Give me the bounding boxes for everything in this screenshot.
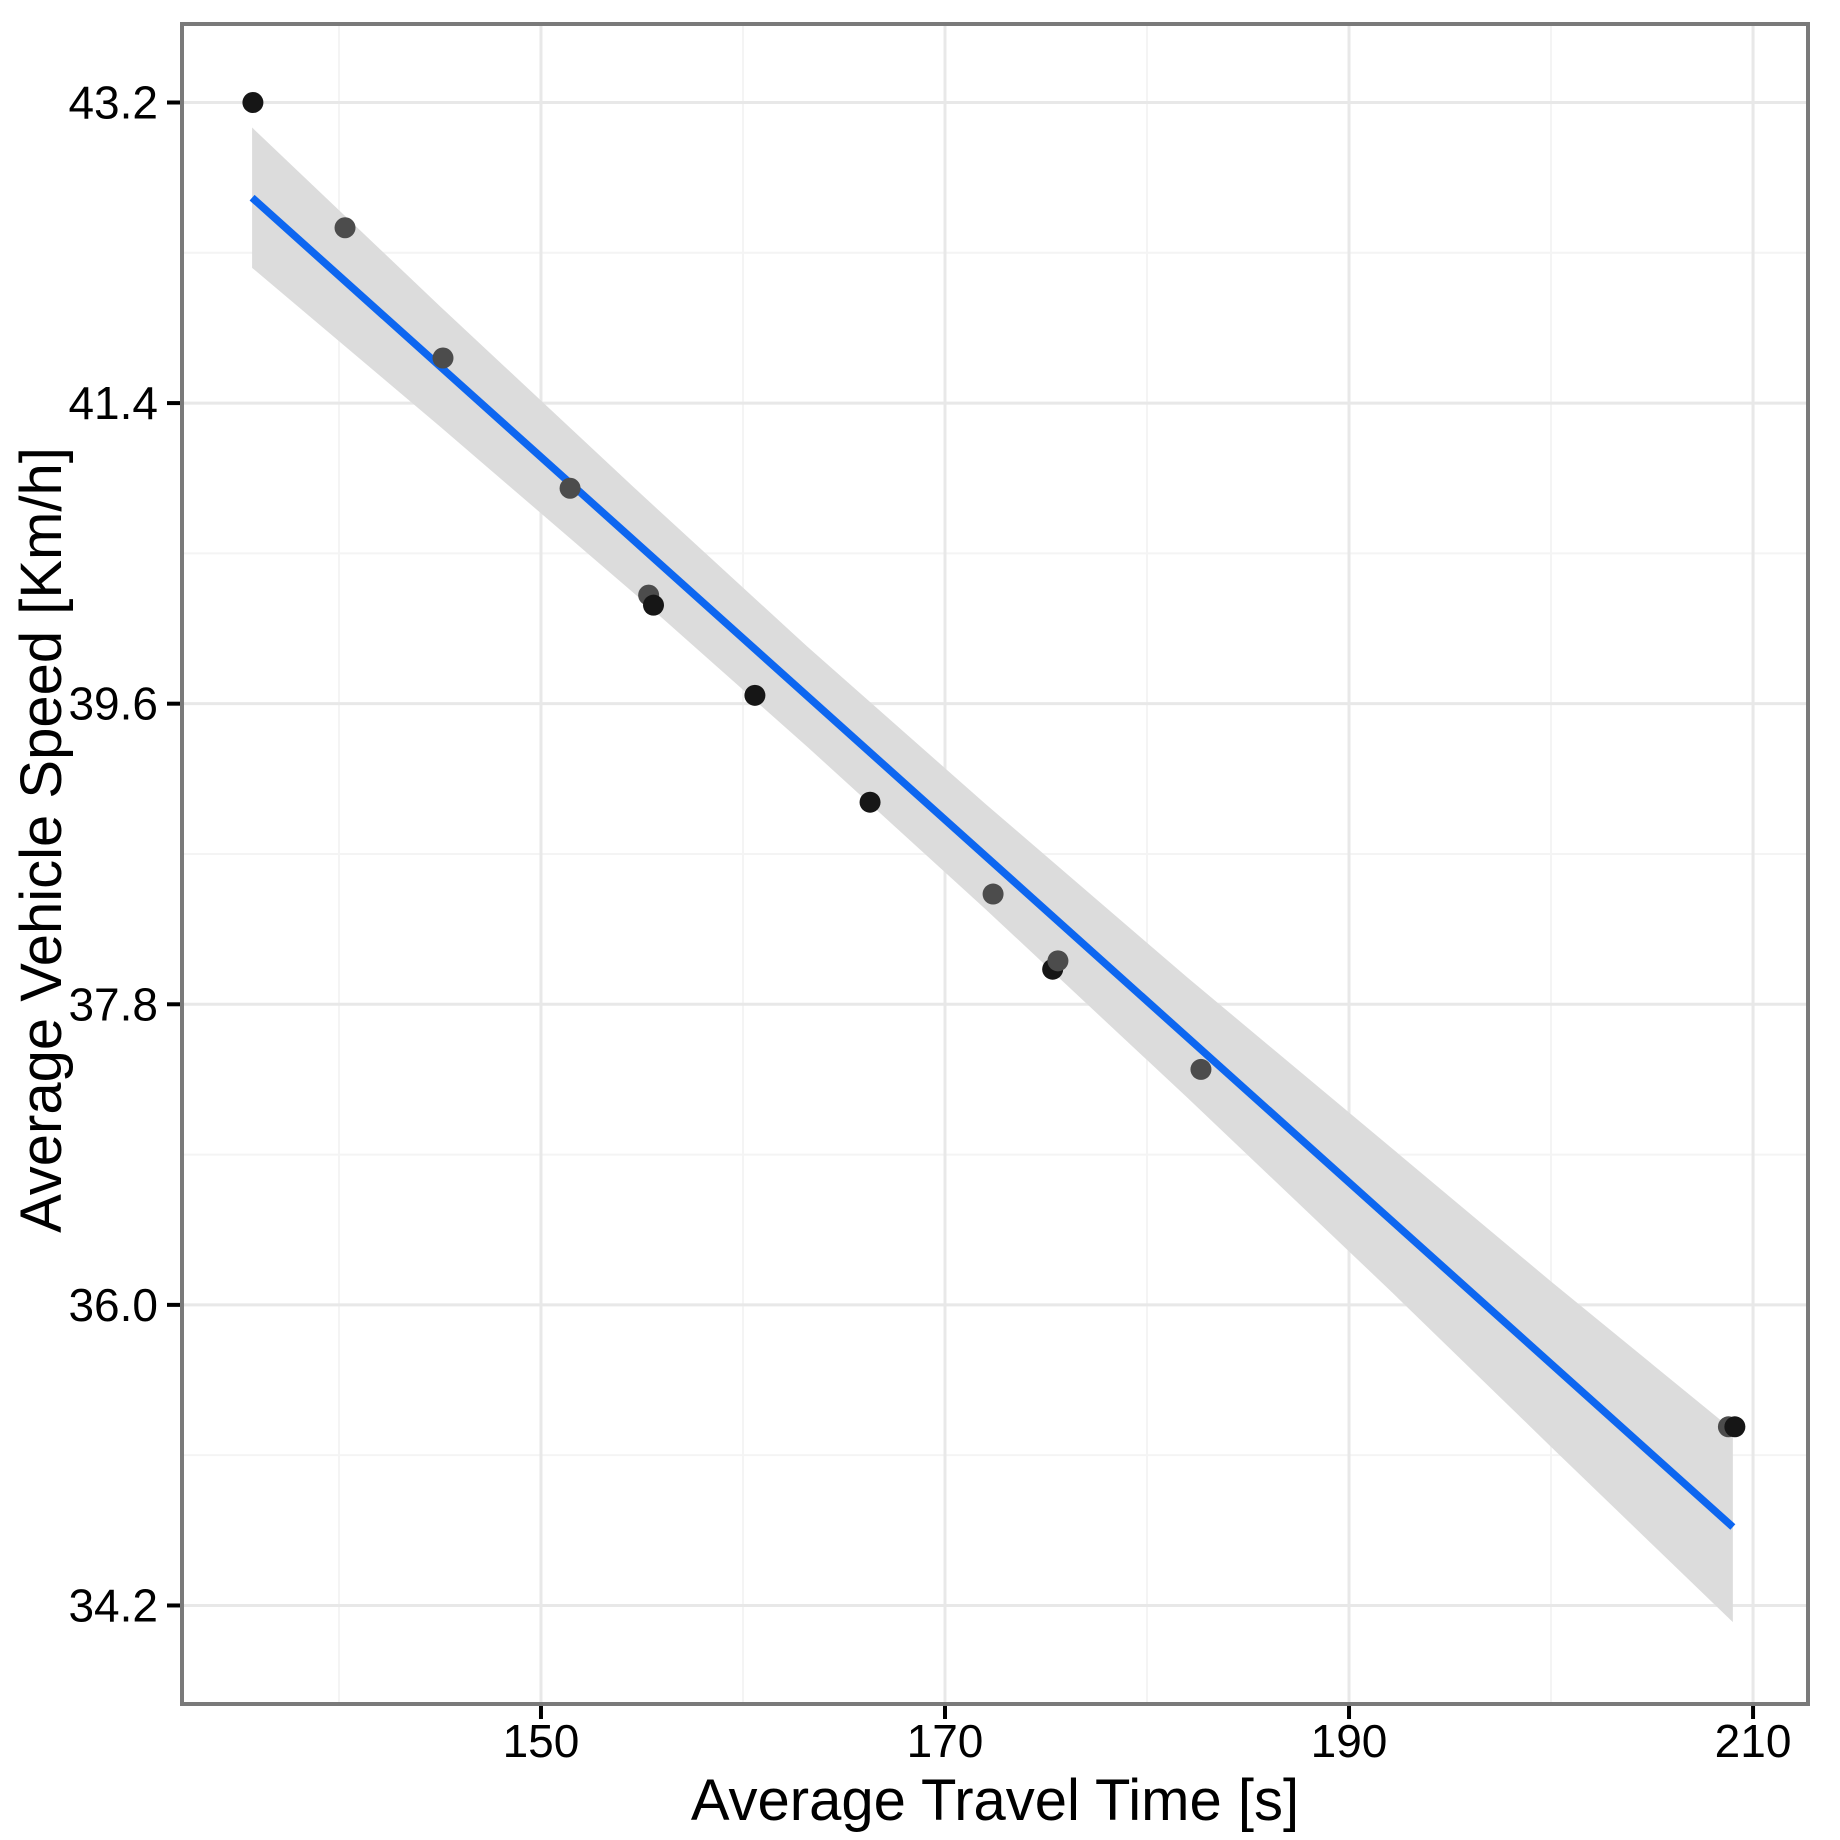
y-tick-label: 41.4 (68, 377, 158, 429)
x-axis-title: Average Travel Time [s] (690, 1768, 1300, 1833)
y-tick-label: 37.8 (68, 978, 158, 1030)
data-point (432, 347, 454, 369)
data-point (744, 684, 766, 706)
data-point (642, 594, 664, 616)
regression-line (249, 194, 1736, 1530)
data-point (242, 91, 264, 113)
x-tick-label: 150 (503, 1715, 580, 1767)
y-tick-label: 36.0 (68, 1279, 158, 1331)
y-tick-label: 43.2 (68, 76, 158, 128)
data-point (334, 217, 356, 239)
y-tick-label: 39.6 (68, 678, 158, 730)
data-point (559, 477, 581, 499)
data-point (1724, 1416, 1746, 1438)
x-tick-label: 210 (1715, 1715, 1792, 1767)
panel-border (180, 22, 1810, 1706)
x-tick-label: 170 (907, 1715, 984, 1767)
y-axis-title: Average Vehicle Speed [Km/h] (9, 447, 74, 1233)
y-tick-label: 34.2 (68, 1579, 158, 1631)
data-point (1047, 950, 1069, 972)
data-point (1190, 1058, 1212, 1080)
confidence-band (252, 127, 1733, 1623)
x-tick-label: 190 (1311, 1715, 1388, 1767)
data-point (859, 791, 881, 813)
data-point (982, 883, 1004, 905)
